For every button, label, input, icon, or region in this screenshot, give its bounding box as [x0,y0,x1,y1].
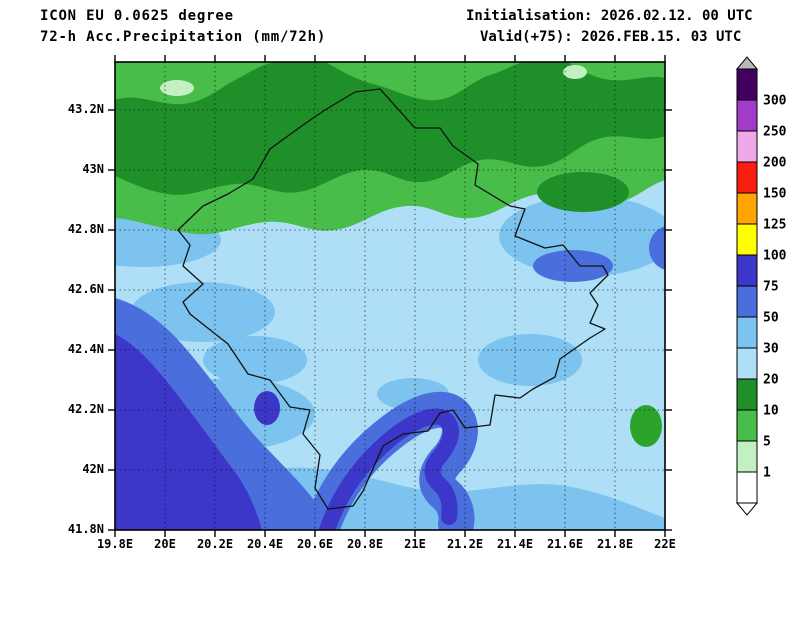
x-axis-label: 20.2E [196,537,234,551]
field-75-100mm-southwest [115,334,262,530]
y-axis-label: 42.2N [67,402,104,416]
field-30-50mm-patch [203,336,307,384]
colorbar-segment [736,223,758,256]
precipitation-field [115,62,665,530]
product-title: 72-h Acc.Precipitation (mm/72h) [40,29,327,45]
country-border-kosovo [177,88,609,510]
x-axis-label: 21.8E [596,537,634,551]
axis-ticks [108,55,672,537]
x-axis-label: 21E [404,537,426,551]
y-axis-label: 43N [82,162,104,176]
colorbar-label: 10 [763,404,779,419]
colorbar-segment [736,378,758,411]
colorbar-label: 20 [763,373,779,388]
field-1-5mm-spot [160,80,194,96]
colorbar-label: 150 [763,187,787,202]
colorbar-segment [736,440,758,473]
init-time: Initialisation: 2026.02.12. 00 UTC [466,8,753,24]
y-axis-label: 42.4N [67,342,104,356]
colorbar-segment [736,68,758,101]
colorbar-segment [736,409,758,442]
colorbar-arrow-bottom [736,502,759,516]
colorbar-label: 1 [763,466,771,481]
field-10-20mm-oval-east [630,405,662,447]
colorbar-label: 250 [763,125,787,140]
colorbar-segment [736,130,758,163]
colorbar-segment [736,192,758,225]
x-axis-label: 21.6E [546,537,584,551]
precipitation-map [108,55,672,537]
colorbar-label: 100 [763,249,787,264]
field-75-100mm-blob [254,391,280,425]
x-axis-label: 19.8E [96,537,134,551]
colorbar-label: 5 [763,435,771,450]
y-axis-label: 41.8N [67,522,104,536]
model-title: ICON EU 0.0625 degree [40,8,234,24]
field-30-50mm-patch [499,196,665,276]
field-30-50mm-patch [478,334,582,386]
colorbar: 300 250 200 150 125 100 75 50 30 20 10 5 1 [736,56,787,516]
colorbar-segment [736,347,758,380]
colorbar-segment [736,285,758,318]
x-axis-label: 20.4E [246,537,284,551]
field-50-75mm-patch [649,226,665,270]
colorbar-label: 50 [763,311,779,326]
colorbar-label: 200 [763,156,787,171]
colorbar-segment [736,316,758,349]
colorbar-segment [736,471,758,504]
valid-time: Valid(+75): 2026.FEB.15. 03 UTC [480,29,742,45]
field-1-5mm-spot [563,65,587,79]
colorbar-label: 75 [763,280,779,295]
x-axis-label: 20.8E [346,537,384,551]
x-axis-label: 21.4E [496,537,534,551]
x-axis-label: 20E [154,537,176,551]
y-axis-label: 42.8N [67,222,104,236]
field-10-20mm-patch [537,172,629,212]
y-axis-label: 42N [82,462,104,476]
y-axis-label: 42.6N [67,282,104,296]
colorbar-segment [736,99,758,132]
field-30-50mm-patch [131,282,275,342]
map-frame [114,61,666,531]
colorbar-segment [736,254,758,287]
colorbar-segment [736,161,758,194]
colorbar-label: 30 [763,342,779,357]
y-axis-label: 43.2N [67,102,104,116]
field-75-100mm-southern-arc [319,408,459,530]
colorbar-label: 300 [763,94,787,109]
field-10-20mm-band [115,62,665,195]
x-axis-label: 21.2E [446,537,484,551]
colorbar-arrow-top [736,56,759,70]
x-axis-label: 20.6E [296,537,334,551]
colorbar-label: 125 [763,218,786,233]
x-axis-label: 22E [654,537,676,551]
field-50-75mm-patch [533,250,613,282]
